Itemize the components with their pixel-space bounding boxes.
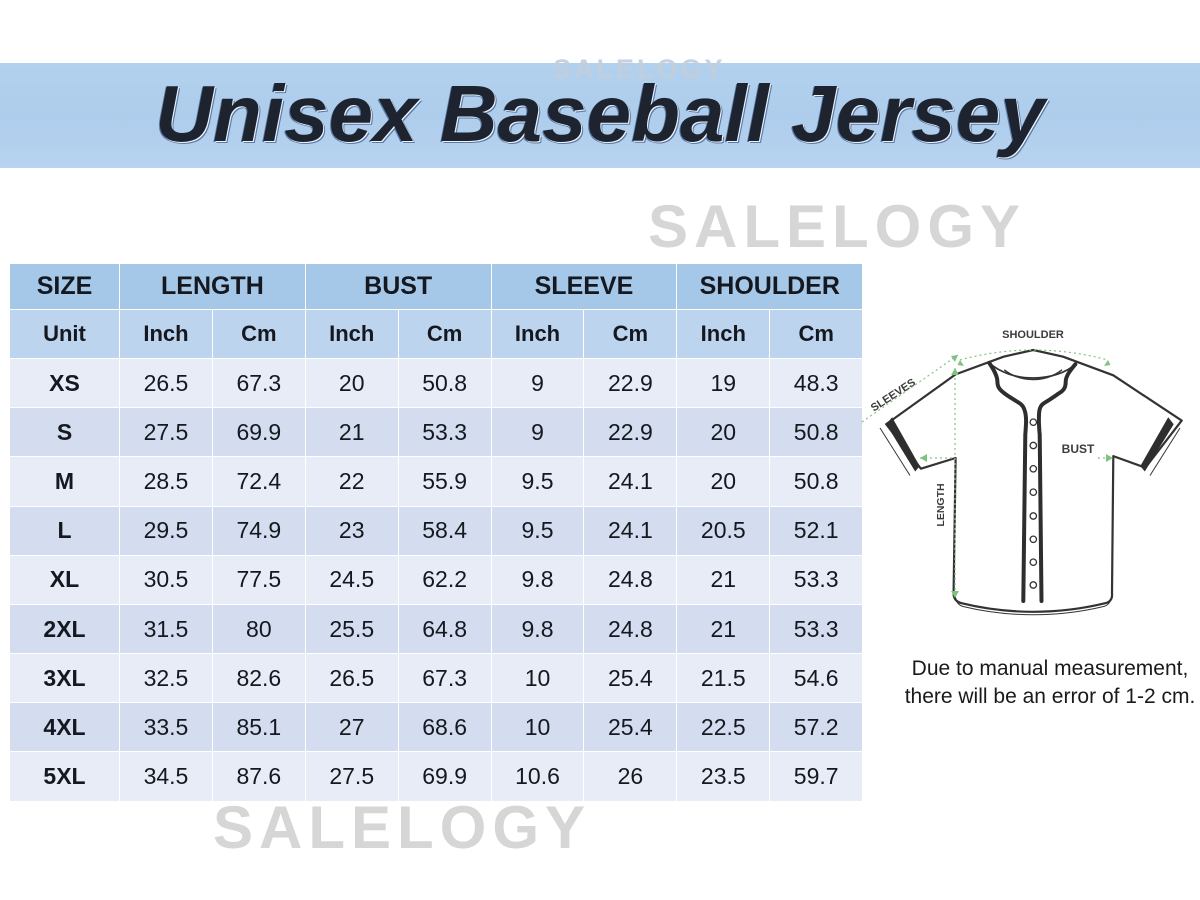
svg-text:LENGTH: LENGTH [935,483,947,526]
svg-text:BUST: BUST [1062,442,1095,456]
svg-text:SHOULDER: SHOULDER [1002,330,1064,341]
